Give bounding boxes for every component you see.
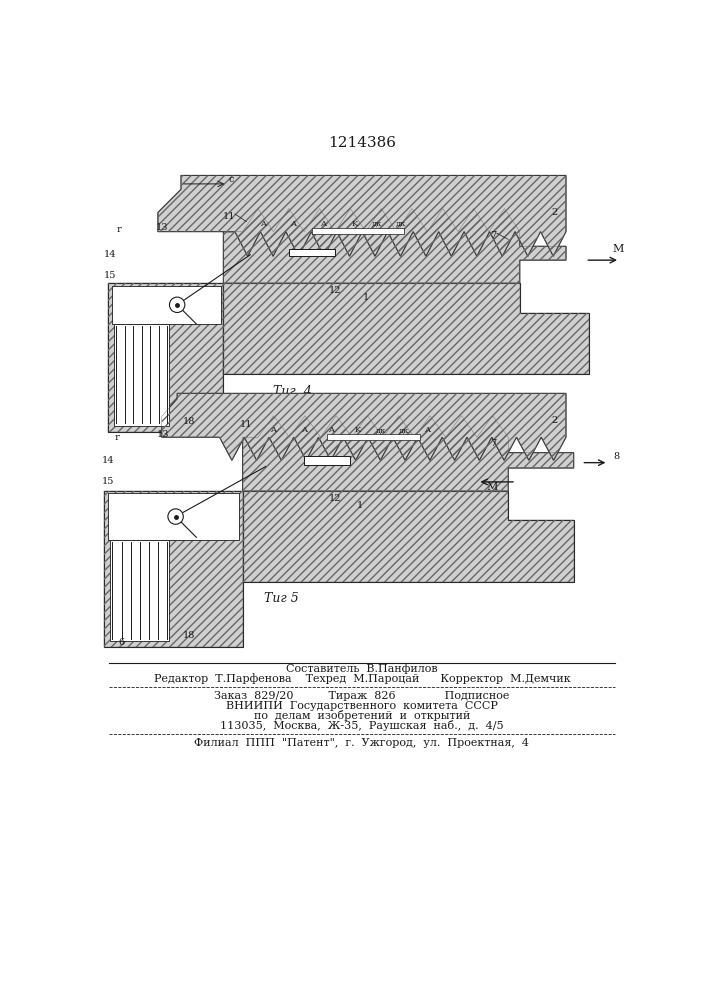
Text: A: A — [270, 426, 276, 434]
Text: 14: 14 — [104, 250, 117, 259]
Polygon shape — [243, 491, 573, 582]
Text: дк: дк — [399, 426, 409, 434]
Text: A: A — [328, 426, 334, 434]
Text: дк: дк — [372, 220, 382, 228]
Polygon shape — [162, 393, 566, 460]
Polygon shape — [243, 416, 573, 491]
Text: 6: 6 — [119, 638, 124, 647]
Text: 15: 15 — [102, 477, 114, 486]
Text: M: M — [612, 244, 624, 254]
Text: 13: 13 — [156, 223, 168, 232]
Polygon shape — [104, 491, 243, 647]
Text: A: A — [260, 220, 267, 228]
Text: A: A — [424, 426, 431, 434]
Text: Τиг 5: Τиг 5 — [264, 592, 298, 605]
Text: 11: 11 — [240, 420, 252, 429]
Text: 8: 8 — [613, 452, 619, 461]
Text: 1: 1 — [363, 293, 369, 302]
Text: Редактор  Т.Парфенова    Техред  М.Пароцай      Корректор  М.Демчик: Редактор Т.Парфенова Техред М.Пароцай Ко… — [153, 674, 571, 684]
Polygon shape — [110, 540, 170, 641]
Text: c: c — [228, 175, 234, 184]
Text: 7: 7 — [490, 231, 496, 240]
Polygon shape — [312, 228, 404, 234]
Text: 13: 13 — [157, 430, 170, 439]
Text: ВНИИПИ  Государственного  комитета  СССР: ВНИИПИ Государственного комитета СССР — [226, 701, 498, 711]
Text: K: K — [351, 220, 358, 228]
Polygon shape — [112, 286, 221, 324]
Text: 18: 18 — [182, 417, 195, 426]
Text: Заказ  829/20          Тираж  826              Подписное: Заказ 829/20 Тираж 826 Подписное — [214, 691, 510, 701]
Text: 18: 18 — [182, 631, 195, 640]
Polygon shape — [108, 493, 239, 540]
Text: 1214386: 1214386 — [328, 136, 396, 150]
Polygon shape — [304, 456, 351, 465]
Text: 11: 11 — [223, 212, 235, 221]
Polygon shape — [223, 283, 589, 374]
Text: 2: 2 — [551, 208, 558, 217]
Text: M: M — [486, 482, 498, 492]
Text: 14: 14 — [102, 456, 114, 465]
Text: Τиг. 4: Τиг. 4 — [274, 385, 312, 398]
Circle shape — [170, 297, 185, 312]
Polygon shape — [288, 249, 335, 256]
Text: Составитель  В.Панфилов: Составитель В.Панфилов — [286, 664, 438, 674]
Text: дк: дк — [376, 426, 387, 434]
Polygon shape — [158, 175, 566, 256]
Polygon shape — [114, 324, 170, 426]
Text: A: A — [290, 220, 296, 228]
Text: по  делам  изобретений  и  открытий: по делам изобретений и открытий — [254, 710, 470, 721]
Text: 2: 2 — [551, 416, 558, 425]
Text: 12: 12 — [329, 494, 341, 503]
Text: 1: 1 — [357, 500, 363, 510]
Text: Филиал  ППП  "Патент",  г.  Ужгород,  ул.  Проектная,  4: Филиал ППП "Патент", г. Ужгород, ул. Про… — [194, 738, 530, 748]
Text: r: r — [117, 225, 122, 234]
Text: 7: 7 — [490, 439, 496, 448]
Text: дк: дк — [395, 220, 406, 228]
Polygon shape — [223, 209, 566, 283]
Text: A: A — [301, 426, 308, 434]
Text: r: r — [115, 433, 119, 442]
Polygon shape — [108, 283, 223, 432]
Text: A: A — [320, 220, 327, 228]
Circle shape — [168, 509, 183, 524]
Text: 15: 15 — [104, 271, 117, 280]
Text: K: K — [355, 426, 361, 434]
Polygon shape — [327, 434, 420, 440]
Text: 12: 12 — [329, 286, 341, 295]
Text: 113035,  Москва,  Ж-35,  Раушская  наб.,  д.  4/5: 113035, Москва, Ж-35, Раушская наб., д. … — [220, 720, 504, 731]
